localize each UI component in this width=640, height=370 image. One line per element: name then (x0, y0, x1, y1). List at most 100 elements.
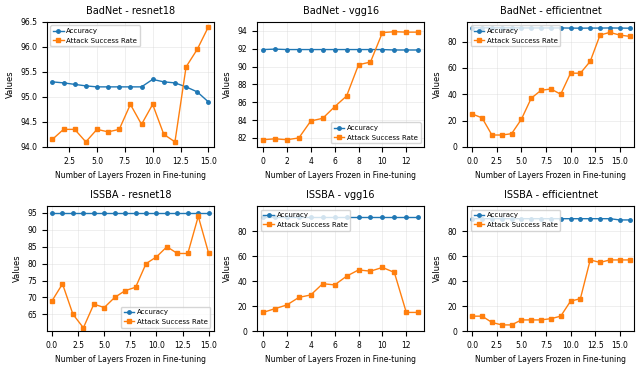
Y-axis label: Values: Values (223, 255, 232, 282)
Accuracy (414, 215, 422, 219)
Attack Success Rate (508, 131, 515, 136)
Attack Success Rate (518, 117, 525, 121)
Accuracy (79, 211, 87, 215)
Accuracy (132, 211, 140, 215)
Attack Success Rate (616, 33, 623, 37)
Attack Success Rate (205, 251, 212, 256)
Attack Success Rate (488, 320, 496, 324)
Attack Success Rate (537, 88, 545, 92)
Accuracy (82, 84, 90, 88)
Line: Attack Success Rate: Attack Success Rate (261, 30, 420, 141)
Attack Success Rate (468, 112, 476, 116)
Accuracy (182, 85, 190, 89)
Attack Success Rate (182, 65, 190, 69)
Attack Success Rate (127, 102, 134, 107)
Accuracy (171, 81, 179, 85)
Accuracy (59, 211, 67, 215)
Attack Success Rate (319, 116, 326, 121)
Attack Success Rate (468, 314, 476, 319)
Accuracy (616, 218, 623, 222)
Attack Success Rate (508, 323, 515, 327)
Attack Success Rate (184, 251, 191, 256)
Attack Success Rate (566, 299, 574, 303)
Accuracy (626, 26, 634, 30)
Legend: Accuracy, Attack Success Rate: Accuracy, Attack Success Rate (471, 26, 561, 46)
Accuracy (343, 215, 351, 219)
Attack Success Rate (596, 33, 604, 37)
Accuracy (468, 216, 476, 221)
Accuracy (379, 215, 387, 219)
Attack Success Rate (577, 71, 584, 75)
Accuracy (557, 26, 564, 30)
Attack Success Rate (403, 310, 410, 314)
Accuracy (195, 211, 202, 215)
Accuracy (478, 26, 486, 30)
Attack Success Rate (100, 305, 108, 310)
Accuracy (127, 85, 134, 89)
Attack Success Rate (586, 258, 594, 262)
Title: ISSBA - efficientnet: ISSBA - efficientnet (504, 190, 598, 200)
Attack Success Rate (478, 116, 486, 120)
Line: Attack Success Rate: Attack Success Rate (51, 215, 211, 330)
Attack Success Rate (160, 132, 168, 137)
X-axis label: Number of Layers Frozen in Fine-tuning: Number of Layers Frozen in Fine-tuning (476, 356, 627, 364)
Accuracy (60, 81, 67, 85)
Attack Success Rate (498, 133, 506, 137)
Attack Success Rate (283, 303, 291, 307)
Legend: Accuracy, Attack Success Rate: Accuracy, Attack Success Rate (260, 210, 350, 231)
Accuracy (488, 216, 496, 221)
Attack Success Rate (149, 102, 157, 107)
Accuracy (518, 26, 525, 30)
Attack Success Rate (606, 30, 614, 35)
Accuracy (626, 218, 634, 222)
Accuracy (295, 47, 303, 52)
Attack Success Rate (343, 94, 351, 98)
Accuracy (596, 26, 604, 30)
Accuracy (93, 85, 101, 89)
Attack Success Rate (367, 269, 374, 273)
Attack Success Rate (566, 71, 574, 75)
Accuracy (566, 216, 574, 221)
Attack Success Rate (205, 25, 212, 29)
Accuracy (367, 47, 374, 52)
Attack Success Rate (498, 323, 506, 327)
Line: Attack Success Rate: Attack Success Rate (470, 258, 631, 327)
Attack Success Rate (60, 127, 67, 132)
Accuracy (343, 47, 351, 52)
Accuracy (586, 216, 594, 221)
Attack Success Rate (367, 60, 374, 64)
Line: Accuracy: Accuracy (261, 215, 420, 219)
Accuracy (259, 47, 267, 52)
Accuracy (115, 85, 123, 89)
Y-axis label: Values: Values (433, 71, 442, 98)
Attack Success Rate (259, 138, 267, 142)
Accuracy (331, 215, 339, 219)
X-axis label: Number of Layers Frozen in Fine-tuning: Number of Layers Frozen in Fine-tuning (55, 356, 206, 364)
Accuracy (69, 211, 77, 215)
X-axis label: Number of Layers Frozen in Fine-tuning: Number of Layers Frozen in Fine-tuning (265, 171, 416, 180)
Attack Success Rate (82, 139, 90, 144)
Accuracy (307, 215, 315, 219)
Accuracy (319, 215, 326, 219)
Accuracy (355, 215, 362, 219)
Accuracy (153, 211, 161, 215)
Attack Success Rate (527, 318, 535, 322)
Attack Success Rate (93, 127, 101, 132)
Accuracy (390, 215, 398, 219)
Accuracy (49, 80, 56, 84)
Accuracy (390, 48, 398, 52)
Attack Success Rate (142, 261, 150, 266)
Accuracy (163, 211, 171, 215)
Line: Accuracy: Accuracy (261, 47, 420, 52)
Attack Success Rate (606, 258, 614, 262)
Title: ISSBA - resnet18: ISSBA - resnet18 (90, 190, 171, 200)
Accuracy (577, 216, 584, 221)
Accuracy (355, 47, 362, 52)
Attack Success Rate (259, 310, 267, 314)
Accuracy (104, 85, 112, 89)
Title: ISSBA - vgg16: ISSBA - vgg16 (307, 190, 375, 200)
Accuracy (259, 215, 267, 219)
Accuracy (160, 80, 168, 84)
Accuracy (596, 216, 604, 221)
Attack Success Rate (319, 282, 326, 286)
